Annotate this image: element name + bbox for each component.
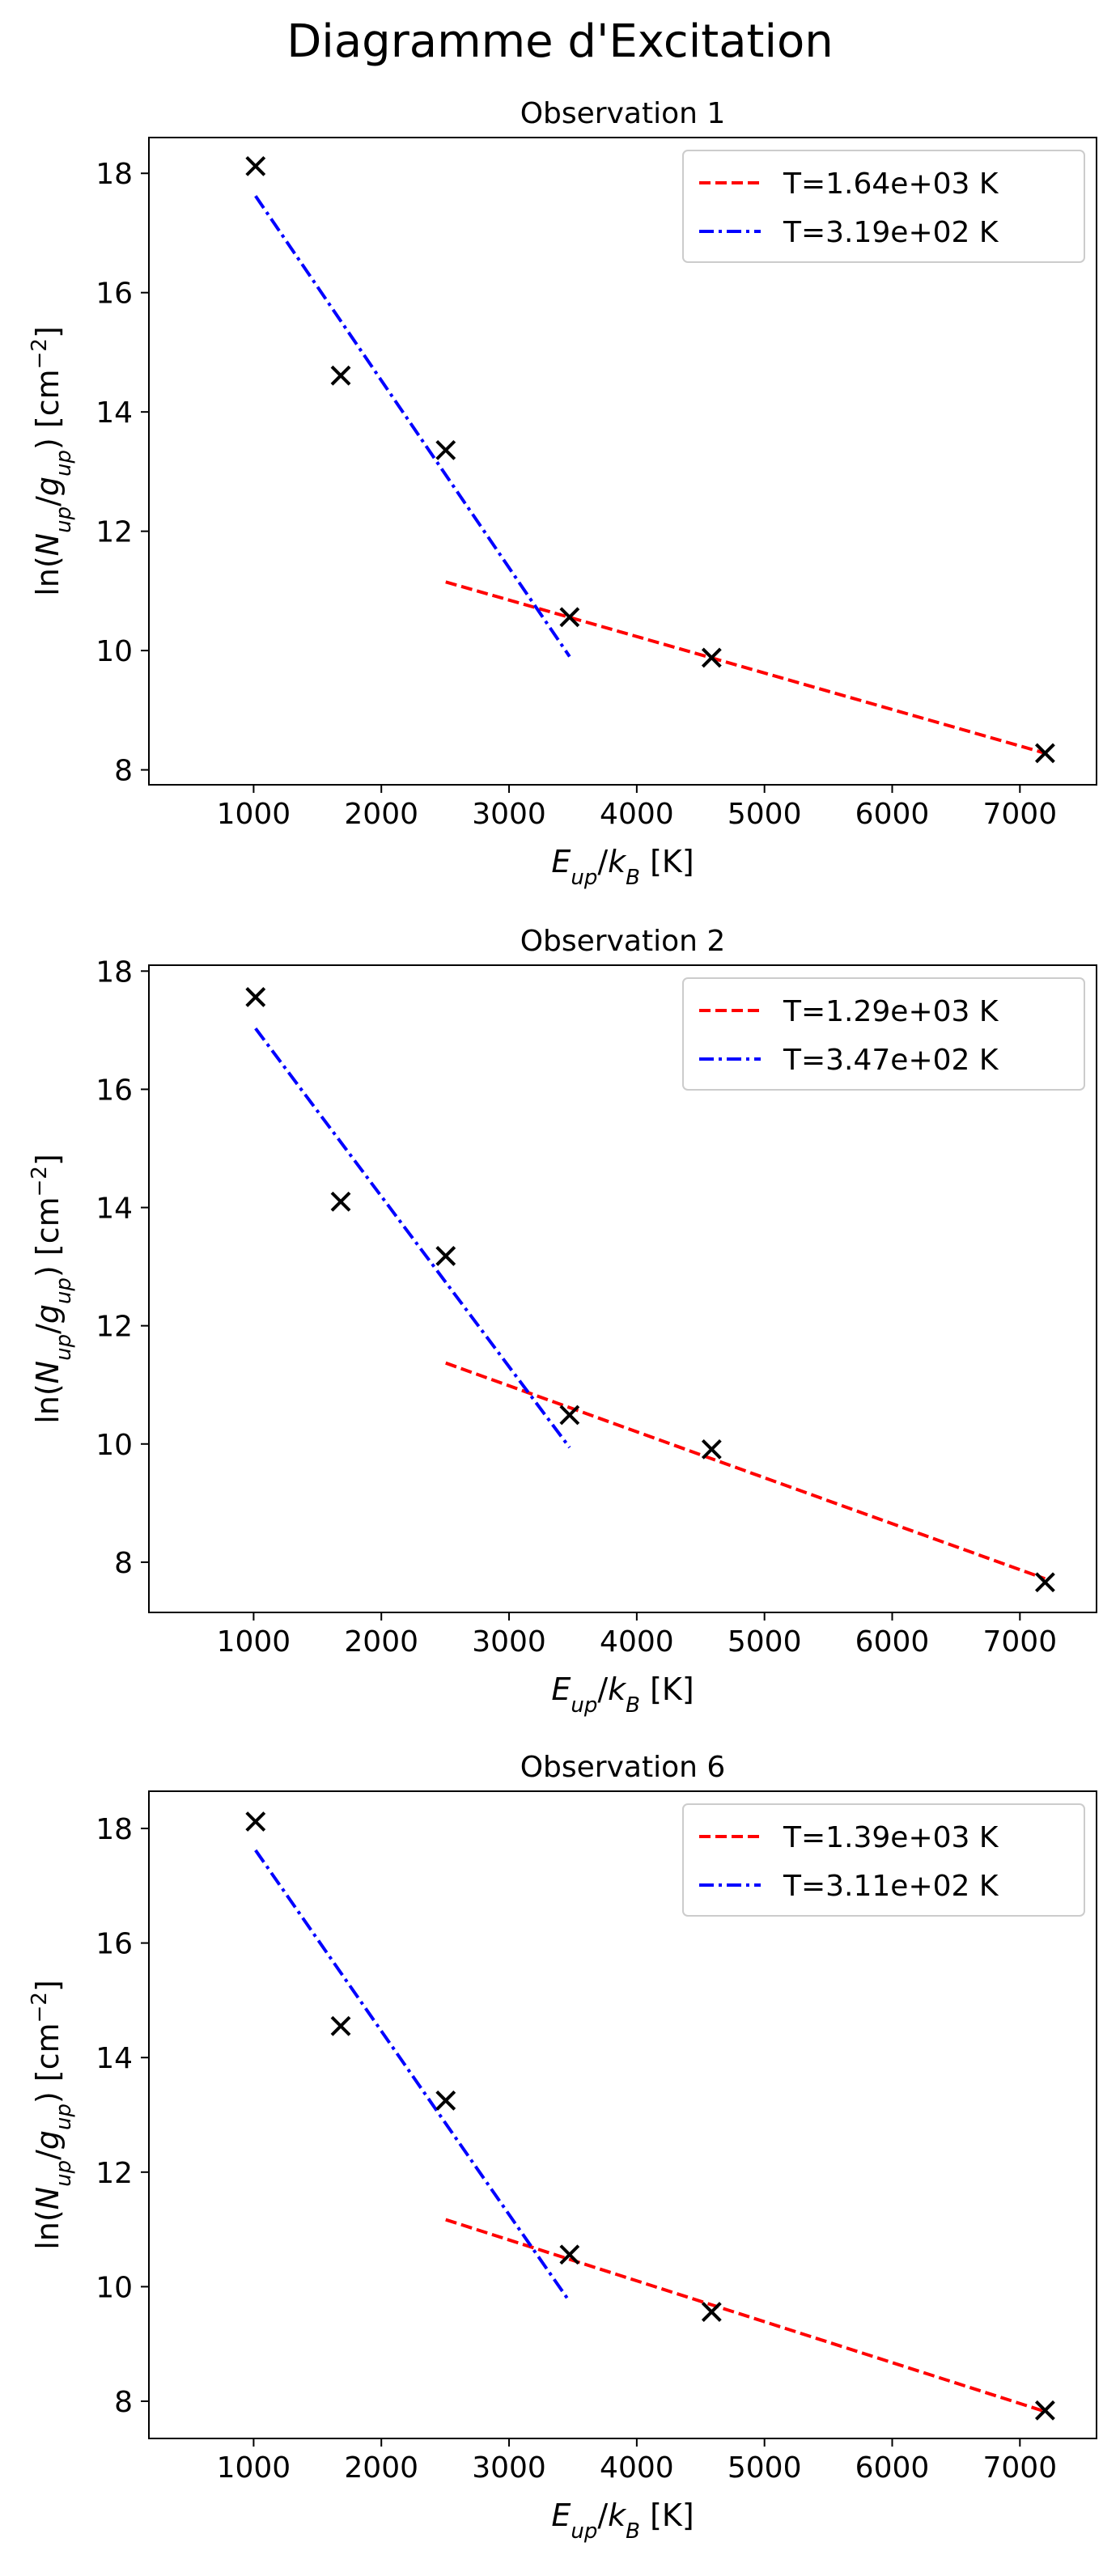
x-tick-label: 6000: [855, 2451, 930, 2485]
fit-line-cold: [254, 1849, 571, 2303]
data-point: [435, 2090, 456, 2111]
x-tick-label: 5000: [728, 798, 802, 831]
data-point: [330, 2015, 351, 2036]
x-tick-label: 3000: [472, 1625, 546, 1659]
fit-line-cold: [254, 195, 571, 658]
y-axis-label: ln(Nup/gup) [cm−2]: [28, 1154, 76, 1424]
legend-box: [682, 1803, 1085, 1917]
data-point: [701, 647, 722, 668]
subplot-1: Observation 1 1000 2000 3000 4000 5000 6000 700…: [28, 97, 1097, 890]
y-tick-label: 18: [95, 955, 133, 989]
y-tick-label: 12: [95, 1311, 133, 1344]
figure-title: Diagramme d'Excitation: [286, 15, 834, 68]
data-point: [435, 1246, 456, 1266]
y-tick-label: 8: [114, 755, 133, 788]
x-tick-label: 6000: [855, 1625, 930, 1659]
x-tick-label: 6000: [855, 798, 930, 831]
y-tick-label: 16: [95, 278, 133, 311]
x-tick-label: 1000: [217, 798, 291, 831]
y-tick-label: 8: [114, 2386, 133, 2419]
subplot-title: Observation 2: [520, 925, 726, 958]
legend-label: T=3.11e+02 K: [783, 1870, 999, 1903]
x-tick-label: 7000: [982, 798, 1057, 831]
legend-label: T=1.29e+03 K: [783, 995, 999, 1028]
data-point: [330, 1191, 351, 1212]
legend-box: [682, 150, 1085, 263]
legend: T=1.29e+03 K T=3.47e+02 K: [682, 977, 1085, 1091]
x-tick-label: 1000: [217, 1625, 291, 1659]
y-tick-label: 8: [114, 1547, 133, 1580]
y-tick-label: 10: [95, 1429, 133, 1462]
fit-line-hot: [445, 2218, 1046, 2413]
data-point: [559, 607, 580, 628]
data-point: [245, 1811, 266, 1832]
axes-frame: [148, 137, 1097, 786]
data-point: [435, 439, 456, 460]
y-tick-label: 18: [95, 158, 133, 191]
subplot-title: Observation 6: [520, 1751, 726, 1784]
y-tick-label: 16: [95, 1928, 133, 1961]
y-axis-label: ln(Nup/gup) [cm−2]: [28, 1980, 76, 2250]
x-axis-label: Eup/kB [K]: [551, 844, 694, 890]
fit-line-hot: [445, 580, 1046, 755]
data-point: [245, 155, 266, 176]
x-tick-label: 5000: [728, 1625, 802, 1659]
subplot-title: Observation 1: [520, 97, 726, 130]
x-tick-label: 3000: [472, 2451, 546, 2485]
data-point: [559, 1405, 580, 1426]
legend-label: T=3.47e+02 K: [783, 1044, 999, 1077]
axes-frame: [148, 964, 1097, 1613]
data-point: [1034, 1572, 1055, 1593]
subplot-3: Observation 6 1000 2000 3000 4000 5000 6000 700…: [28, 1751, 1097, 2544]
y-axis-label: ln(Nup/gup) [cm−2]: [28, 326, 76, 596]
fit-line-hot: [445, 1361, 1046, 1581]
y-tick-label: 14: [95, 396, 133, 430]
fit-line-cold: [254, 1027, 571, 1449]
axes-frame: [148, 1790, 1097, 2439]
x-tick-label: 2000: [344, 1625, 418, 1659]
x-tick-label: 4000: [600, 1625, 674, 1659]
data-point: [330, 365, 351, 386]
x-tick-label: 7000: [982, 1625, 1057, 1659]
x-tick-label: 2000: [344, 2451, 418, 2485]
legend: T=1.39e+03 K T=3.11e+02 K: [682, 1803, 1085, 1917]
y-tick-label: 12: [95, 2157, 133, 2190]
legend-label: T=3.19e+02 K: [783, 216, 999, 249]
x-tick-label: 1000: [217, 2451, 291, 2485]
legend-box: [682, 977, 1085, 1091]
y-tick-label: 14: [95, 1193, 133, 1226]
data-point: [701, 2302, 722, 2322]
data-point: [1034, 2400, 1055, 2421]
legend-label: T=1.39e+03 K: [783, 1821, 999, 1854]
data-point: [245, 987, 266, 1007]
data-point: [701, 1438, 722, 1460]
x-tick-label: 3000: [472, 798, 546, 831]
y-tick-label: 14: [95, 2042, 133, 2075]
y-tick-label: 16: [95, 1074, 133, 1107]
x-tick-label: 4000: [600, 2451, 674, 2485]
legend-label: T=1.64e+03 K: [783, 167, 999, 201]
x-tick-label: 2000: [344, 798, 418, 831]
x-axis-label: Eup/kB [K]: [551, 1671, 694, 1718]
y-tick-label: 18: [95, 1813, 133, 1846]
x-axis-label: Eup/kB [K]: [551, 2498, 694, 2544]
y-tick-label: 12: [95, 516, 133, 549]
data-point: [559, 2244, 580, 2265]
y-tick-label: 10: [95, 635, 133, 668]
x-tick-label: 4000: [600, 798, 674, 831]
subplot-2: Observation 2 1000 2000 3000 4000 5000 6000 700…: [28, 925, 1097, 1718]
legend: T=1.64e+03 K T=3.19e+02 K: [682, 150, 1085, 263]
x-tick-label: 5000: [728, 2451, 802, 2485]
data-point: [1034, 743, 1055, 764]
x-tick-label: 7000: [982, 2451, 1057, 2485]
y-tick-label: 10: [95, 2271, 133, 2304]
